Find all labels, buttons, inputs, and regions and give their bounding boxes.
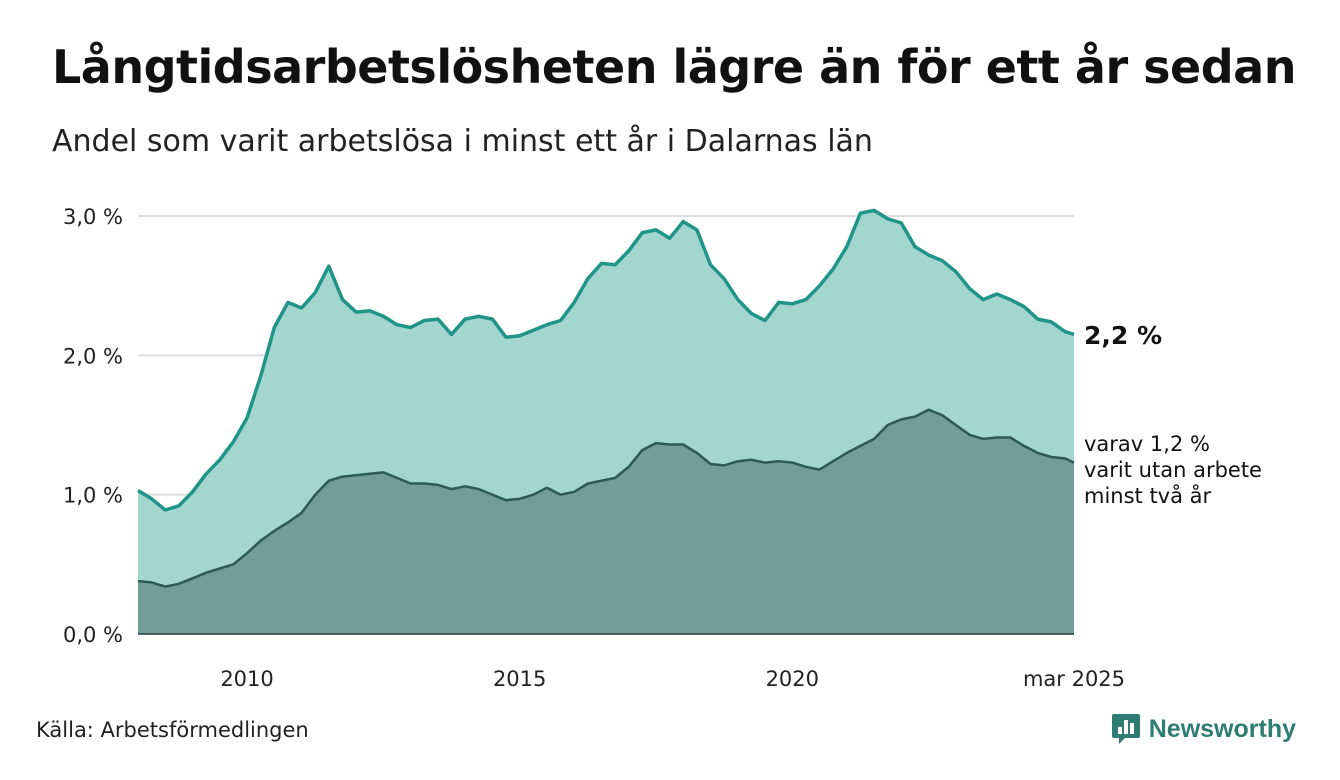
y-tick-label: 0,0 % <box>63 623 123 647</box>
y-tick-label: 3,0 % <box>63 205 123 229</box>
sub-series-label-line2: varit utan arbete <box>1084 458 1262 482</box>
data-areas <box>138 210 1074 634</box>
chart-title: Långtidsarbetslösheten lägre än för ett … <box>52 40 1296 94</box>
brand-logo[interactable]: Newsworthy <box>1111 712 1296 746</box>
x-tick-label: 2010 <box>220 667 273 691</box>
axes: 0,0 % 1,0 % 2,0 % 3,0 % 2010 2015 2020 mar 2025 <box>63 205 1125 691</box>
data-lines <box>137 208 1075 588</box>
sub-series-line <box>137 408 1075 588</box>
y-tick-label: 2,0 % <box>63 344 123 368</box>
x-tick-label: 2020 <box>766 667 819 691</box>
x-tick-label: mar 2025 <box>1023 667 1125 691</box>
y-tick-label: 1,0 % <box>63 484 123 508</box>
total-series-line <box>137 208 1075 512</box>
x-tick-label: 2015 <box>493 667 546 691</box>
sub-series-label-line3: minst två år <box>1084 483 1212 508</box>
sub-series-area <box>138 409 1074 634</box>
sub-series-label-line1: varav 1,2 % <box>1084 432 1210 456</box>
chart-subtitle: Andel som varit arbetslösa i minst ett å… <box>52 124 873 159</box>
source-note: Källa: Arbetsförmedlingen <box>36 718 309 742</box>
end-value-label: 2,2 % <box>1084 321 1162 350</box>
bar-chart-logo-icon <box>1111 714 1140 744</box>
brand-name: Newsworthy <box>1148 714 1296 743</box>
